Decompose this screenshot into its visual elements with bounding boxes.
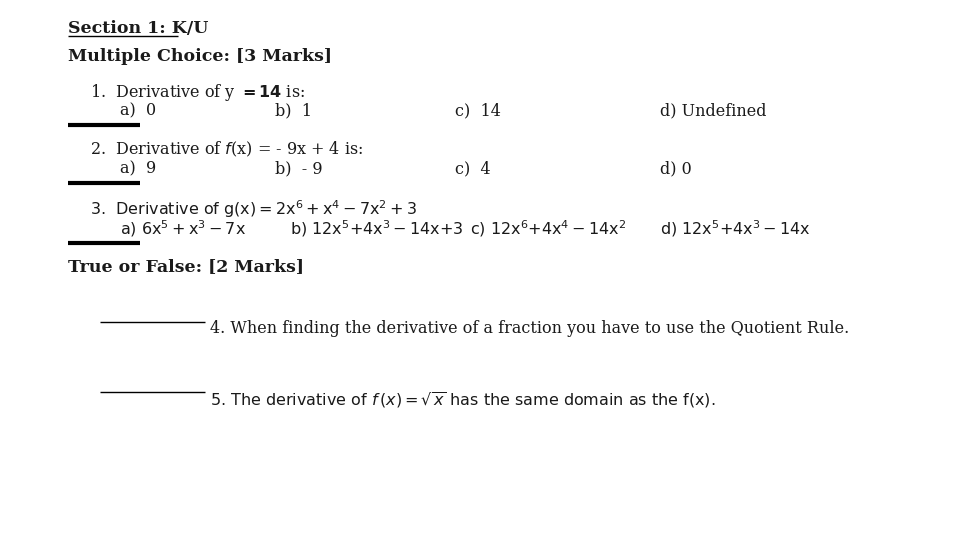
Text: d) 0: d) 0 <box>660 160 692 177</box>
Text: True or False: [2 Marks]: True or False: [2 Marks] <box>68 258 304 275</box>
Text: 5. The derivative of $f\,(x) = \sqrt{x}$ has the same domain as the f(x).: 5. The derivative of $f\,(x) = \sqrt{x}$… <box>210 390 715 410</box>
Text: c)  14: c) 14 <box>455 102 501 119</box>
Text: c)  4: c) 4 <box>455 160 491 177</box>
Text: b)  - 9: b) - 9 <box>275 160 323 177</box>
Text: b)  1: b) 1 <box>275 102 312 119</box>
Text: a) $\mathrm{6x^5 + x^3 - 7x}$: a) $\mathrm{6x^5 + x^3 - 7x}$ <box>120 218 246 239</box>
Text: 3.  Derivative of $\mathrm{g(x) = 2x^6 + x^4 - 7x^2 + 3}$: 3. Derivative of $\mathrm{g(x) = 2x^6 + … <box>90 198 417 220</box>
Text: b) $\mathrm{12x^5{+}4x^3 - 14x{+}3}$: b) $\mathrm{12x^5{+}4x^3 - 14x{+}3}$ <box>290 218 464 239</box>
Text: Section 1: K/U: Section 1: K/U <box>68 20 208 37</box>
Text: d) Undefined: d) Undefined <box>660 102 766 119</box>
Text: 1.  Derivative of y $\mathbf{= 14}$ is:: 1. Derivative of y $\mathbf{= 14}$ is: <box>90 82 305 103</box>
Text: Multiple Choice: [3 Marks]: Multiple Choice: [3 Marks] <box>68 48 332 65</box>
Text: 4. When finding the derivative of a fraction you have to use the Quotient Rule.: 4. When finding the derivative of a frac… <box>210 320 850 337</box>
Text: d) $\mathrm{12x^5{+}4x^3 - 14x}$: d) $\mathrm{12x^5{+}4x^3 - 14x}$ <box>660 218 811 239</box>
Text: a)  9: a) 9 <box>120 160 156 177</box>
Text: a)  0: a) 0 <box>120 102 156 119</box>
Text: c) $\mathrm{12x^6{+}4x^4 - 14x^2}$: c) $\mathrm{12x^6{+}4x^4 - 14x^2}$ <box>470 218 626 239</box>
Text: 2.  Derivative of $\mathrm{\mathit{f}}$(x) = - 9x + 4 is:: 2. Derivative of $\mathrm{\mathit{f}}$(x… <box>90 140 363 159</box>
